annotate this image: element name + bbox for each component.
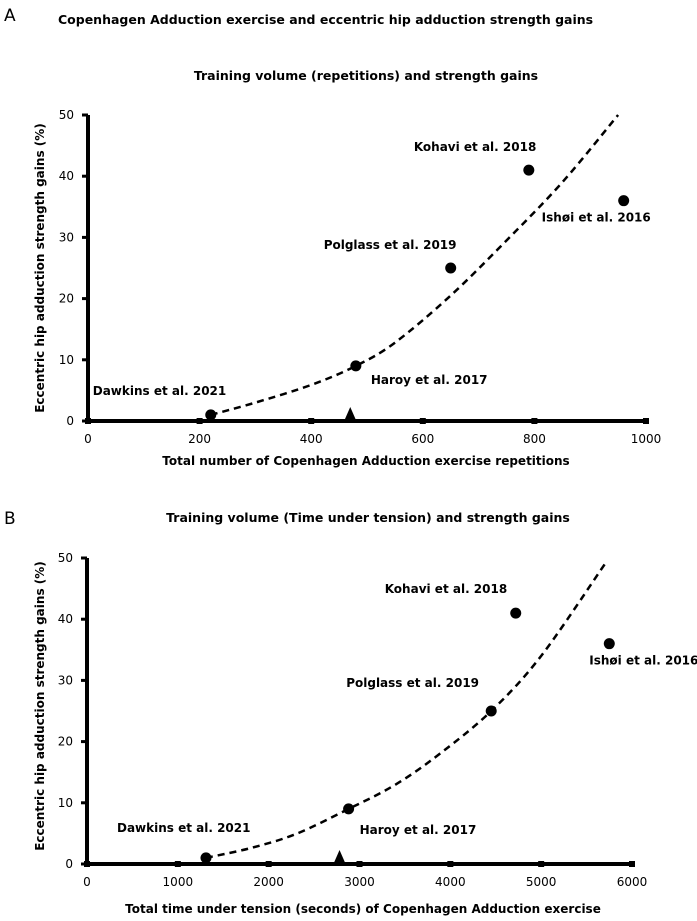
x-tick-label: 400 [300,432,323,446]
x-tick-mark [419,418,426,424]
panel-b-letter: B [4,509,16,529]
data-point [205,409,217,421]
x-tick-label: 1000 [163,875,194,889]
x-tick-mark [538,861,545,867]
data-point-label: Haroy et al. 2017 [371,373,488,387]
y-tick-label: 0 [66,414,74,428]
y-tick-label: 10 [59,353,74,367]
data-point [200,852,212,864]
triangle-marker [343,407,358,423]
y-tick-label: 40 [58,612,73,626]
data-point-label: Kohavi et al. 2018 [385,582,507,596]
x-tick-mark [643,418,649,424]
panel-b-y-axis-label: Eccentric hip adduction strength gains (… [33,561,47,851]
x-tick-mark [174,861,181,867]
data-point [343,803,355,815]
data-point [485,705,497,717]
data-point-label: Kohavi et al. 2018 [414,140,536,154]
x-tick-mark [531,418,538,424]
x-tick-mark [84,861,90,867]
y-tick-label: 30 [59,230,74,244]
x-tick-label: 6000 [617,875,648,889]
panel-a-x-axis-label: Total number of Copenhagen Adduction exe… [162,454,569,468]
data-point [603,638,615,650]
y-tick-label: 50 [59,108,74,122]
x-tick-label: 200 [188,432,211,446]
panel-a-title: Training volume (repetitions) and streng… [194,68,538,83]
y-tick-label: 20 [59,292,74,306]
x-tick-mark [629,861,635,867]
trendline [205,563,606,860]
data-point-label: Dawkins et al. 2021 [117,821,251,835]
x-tick-label: 5000 [526,875,557,889]
x-tick-label: 3000 [344,875,375,889]
data-point [523,164,535,176]
y-tick-label: 50 [58,551,73,565]
data-point-label: Polglass et al. 2019 [324,238,457,252]
panel-b-x-axis-label: Total time under tension (seconds) of Co… [125,902,601,916]
x-tick-label: 0 [83,875,91,889]
data-point-label: Haroy et al. 2017 [360,823,477,837]
x-tick-label: 4000 [435,875,466,889]
figure-title: Copenhagen Adduction exercise and eccent… [58,12,593,27]
y-tick-label: 30 [58,673,73,687]
data-point-label: Ishøi et al. 2016 [589,654,697,668]
x-tick-label: 600 [411,432,434,446]
x-tick-label: 1000 [631,432,662,446]
data-point-label: Ishøi et al. 2016 [542,211,651,225]
data-point-label: Dawkins et al. 2021 [93,384,227,398]
panel-a-letter: A [4,6,16,26]
x-tick-mark [196,418,203,424]
panel-a: A Training volume (repetitions) and stre… [4,6,661,468]
panel-b-title: Training volume (Time under tension) and… [166,510,570,525]
panel-a-y-axis-label: Eccentric hip adduction strength gains (… [33,123,47,413]
panel-b: B Training volume (Time under tension) a… [4,509,697,916]
x-tick-mark [308,418,315,424]
data-point [510,607,522,619]
x-tick-mark [85,418,91,424]
x-tick-label: 800 [523,432,546,446]
data-point-label: Polglass et al. 2019 [346,676,479,690]
triangle-marker [332,850,347,866]
data-point [445,262,457,274]
x-tick-mark [447,861,454,867]
y-tick-label: 20 [58,735,73,749]
y-tick-label: 10 [58,796,73,810]
y-tick-label: 40 [59,169,74,183]
data-point [618,195,630,207]
x-tick-label: 2000 [253,875,284,889]
x-tick-mark [265,861,272,867]
x-tick-label: 0 [84,432,92,446]
x-tick-mark [356,861,363,867]
y-tick-label: 0 [65,857,73,871]
trendline [210,114,620,417]
data-point [350,360,362,372]
